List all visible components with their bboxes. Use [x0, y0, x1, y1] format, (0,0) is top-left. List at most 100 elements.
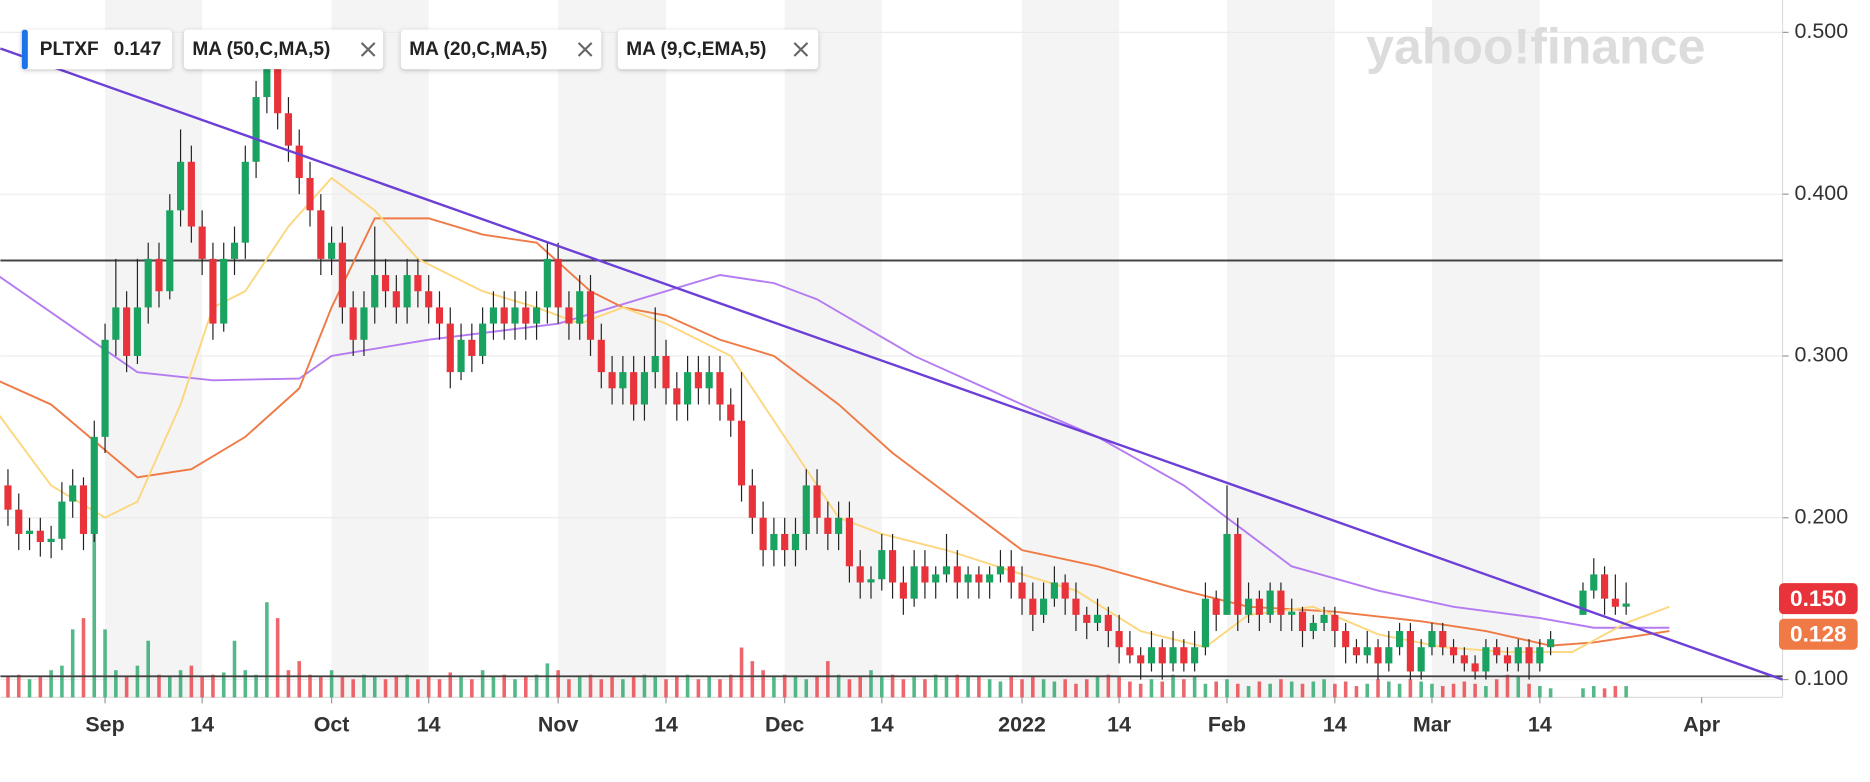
- candle-body: [1482, 647, 1490, 672]
- candle-body: [1018, 582, 1026, 599]
- candle-body: [1525, 647, 1533, 664]
- candle-body: [1115, 631, 1123, 648]
- candle-body: [781, 533, 789, 551]
- candle-body: [1288, 611, 1296, 615]
- candle-body: [500, 307, 508, 324]
- volume-bar: [869, 670, 873, 698]
- candle-body: [123, 307, 131, 356]
- moving-average-line: [0, 274, 1670, 629]
- candle-body: [133, 307, 141, 356]
- period-band: [1022, 0, 1120, 698]
- period-band: [1431, 0, 1540, 698]
- volume-bar: [1440, 686, 1445, 698]
- x-tick-label: 14: [190, 713, 214, 737]
- candle-body: [1212, 598, 1220, 615]
- volume-bar: [1074, 683, 1078, 698]
- volume-bar: [1203, 683, 1208, 698]
- close-icon[interactable]: [577, 42, 593, 57]
- volume-bar: [1376, 679, 1380, 698]
- candle-body: [69, 485, 77, 502]
- candle-body: [1126, 647, 1134, 656]
- volume-bar: [718, 679, 722, 698]
- candle-body: [1449, 647, 1458, 656]
- legend-entry: MA (50,C,MA,5): [192, 39, 330, 60]
- candle-body: [888, 550, 897, 583]
- price-tag: [1778, 583, 1858, 615]
- x-tick-label: 14: [417, 713, 441, 737]
- candle-body: [414, 275, 422, 292]
- candle-body: [727, 404, 735, 421]
- volume-bar: [588, 674, 593, 698]
- x-tick-label: Mar: [1413, 713, 1452, 737]
- legend-chip[interactable]: [400, 29, 602, 70]
- candle-body: [1266, 590, 1274, 615]
- period-band: [1226, 0, 1335, 698]
- volume-bar: [38, 676, 43, 698]
- candle-body: [975, 574, 983, 583]
- y-tick-label: 0.300: [1794, 343, 1848, 367]
- candle-body: [36, 530, 44, 543]
- volume-bar: [114, 670, 118, 698]
- legend-chip[interactable]: [617, 29, 819, 70]
- candle-body: [1536, 647, 1544, 664]
- volume-bar: [1009, 676, 1014, 698]
- legend-chip[interactable]: [183, 29, 384, 70]
- close-icon[interactable]: [793, 42, 809, 57]
- candle-body: [630, 372, 638, 405]
- volume-bar: [459, 676, 463, 698]
- x-tick-label: 2022: [998, 713, 1046, 737]
- candle-body: [899, 582, 907, 599]
- candle-body: [565, 307, 573, 324]
- volume-bar: [912, 676, 916, 698]
- candle-body: [15, 509, 23, 534]
- volume-bar: [901, 679, 906, 698]
- volume-bar: [1484, 686, 1488, 698]
- candle-body: [1040, 598, 1048, 615]
- volume-bar: [1117, 676, 1121, 698]
- volume-bar: [1084, 679, 1089, 698]
- volume-bar: [728, 674, 733, 698]
- volume-bar: [448, 672, 453, 698]
- candle-body: [694, 372, 702, 389]
- candle-body: [187, 161, 195, 227]
- candle-body: [360, 307, 368, 340]
- candle-body: [1590, 574, 1598, 591]
- volume-bar: [383, 679, 388, 698]
- candle-body: [716, 372, 724, 405]
- candle-body: [1223, 533, 1231, 615]
- candle-body: [1158, 647, 1166, 664]
- candle-body: [1471, 663, 1479, 672]
- x-tick-label: Nov: [538, 713, 579, 737]
- close-icon[interactable]: [360, 42, 376, 57]
- volume-bar: [1365, 683, 1370, 698]
- volume-bar: [653, 676, 658, 698]
- volume-bar: [933, 674, 938, 698]
- candle-body: [90, 436, 98, 534]
- candle-body: [1579, 590, 1587, 615]
- volume-bar: [480, 670, 485, 698]
- candle-body: [371, 275, 379, 308]
- candle-body: [144, 258, 152, 308]
- volume-bar: [1419, 681, 1423, 698]
- candle-body: [1072, 598, 1080, 615]
- candle-body: [586, 291, 595, 340]
- volume-bar: [297, 661, 302, 698]
- volume-bar: [103, 629, 107, 698]
- candle-body: [1180, 647, 1188, 664]
- candle-body: [1547, 639, 1555, 648]
- candle-body: [1169, 647, 1177, 664]
- volume-bar: [1505, 674, 1510, 698]
- legend-chip[interactable]: [21, 29, 173, 70]
- candle-body: [4, 485, 12, 510]
- volume-bar: [696, 679, 701, 698]
- volume-bar: [1279, 679, 1283, 698]
- price-tag-label: 0.150: [1790, 586, 1847, 611]
- volume-bar: [1311, 681, 1316, 698]
- candle-body: [263, 64, 271, 98]
- price-tag-label: 0.128: [1790, 621, 1847, 646]
- candle-body: [1460, 655, 1468, 664]
- candle-body: [543, 258, 551, 308]
- volume-bar: [1494, 679, 1499, 698]
- candle-body: [1007, 566, 1015, 583]
- candle-body: [1050, 582, 1058, 599]
